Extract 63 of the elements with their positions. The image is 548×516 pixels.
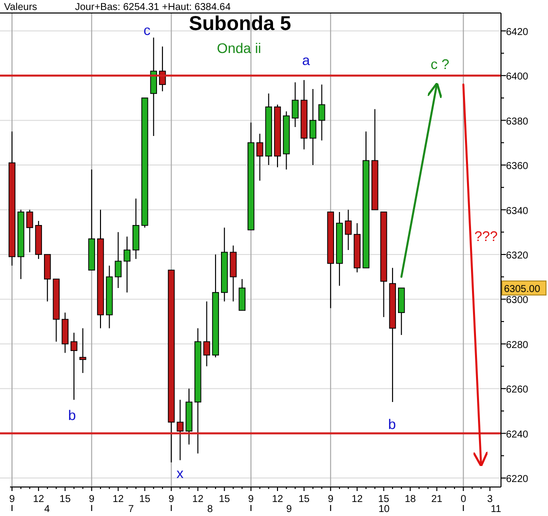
annotation: c <box>144 22 150 38</box>
annotation: b <box>388 416 396 432</box>
x-tick-label: 12 <box>32 494 45 505</box>
candlestick <box>344 209 352 250</box>
text: Valeurs <box>4 2 38 13</box>
x-tick-label: 15 <box>218 494 230 505</box>
y-tick-label: 6400 <box>506 72 529 83</box>
x-tick-label: 12 <box>112 494 124 505</box>
chart-title: Subonda 5 <box>188 13 292 35</box>
x-tick-label: 9 <box>328 494 334 505</box>
x-tick-label: 15 <box>298 494 310 505</box>
candlestick <box>203 300 210 367</box>
x-tick-label: 12 <box>272 494 284 505</box>
x-tick-label: 12 <box>192 494 204 505</box>
x-tick-label: 15 <box>60 494 72 505</box>
candlestick <box>292 82 299 128</box>
annotation: ??? <box>474 228 498 244</box>
text: 8 <box>207 504 214 515</box>
x-tick-label: 0 <box>460 494 467 505</box>
y-tick-label: 6240 <box>506 429 529 440</box>
annotation: a <box>302 52 310 68</box>
text: Jour+Bas: 6254.31 +Haut: 6384.64 <box>75 2 232 13</box>
annotation: b <box>68 407 76 423</box>
candlestick <box>238 278 246 311</box>
y-tick-label: 6280 <box>506 340 529 351</box>
x-tick-label: 21 <box>431 494 443 505</box>
text: 11 <box>490 504 502 515</box>
text: Onda ii <box>216 40 262 56</box>
x-tick-label: 9 <box>168 494 175 505</box>
candlestick <box>124 236 130 293</box>
text: 7 <box>128 504 134 515</box>
candlestick <box>256 133 264 182</box>
x-tick-label: 12 <box>352 494 364 505</box>
annotation: c ? <box>430 56 450 72</box>
x-tick-label: 9 <box>88 494 95 505</box>
y-tick-label: 6360 <box>506 161 529 172</box>
candlestick <box>114 232 122 289</box>
candlestick <box>79 328 86 374</box>
y-tick-label: 6260 <box>506 384 529 396</box>
annotation: 6305.00 <box>504 284 541 296</box>
annotation: x <box>176 465 184 481</box>
y-tick-label: 6340 <box>506 206 529 217</box>
candlestick <box>70 332 78 400</box>
x-tick-label: 9 <box>248 494 254 505</box>
y-tick-label: 6420 <box>506 26 529 38</box>
y-tick-label: 6300 <box>506 295 529 306</box>
y-tick-label: 6380 <box>506 116 529 128</box>
x-tick-label: 15 <box>378 494 390 505</box>
candlestick <box>26 209 34 253</box>
text: 10 <box>378 504 390 515</box>
candlestick <box>318 84 326 141</box>
y-tick-label: 6320 <box>506 250 529 262</box>
x-tick-label: 3 <box>487 494 494 505</box>
text: 9 <box>286 504 292 515</box>
y-tick-label: 6220 <box>506 474 529 486</box>
candlestick <box>159 46 166 92</box>
x-tick-label: 9 <box>9 494 16 505</box>
candlestick <box>176 399 184 461</box>
candlestick <box>150 37 157 136</box>
x-tick-label: 15 <box>139 494 151 505</box>
x-tick-label: 18 <box>404 494 416 505</box>
candlestick <box>310 88 316 166</box>
text: 4 <box>44 504 50 515</box>
